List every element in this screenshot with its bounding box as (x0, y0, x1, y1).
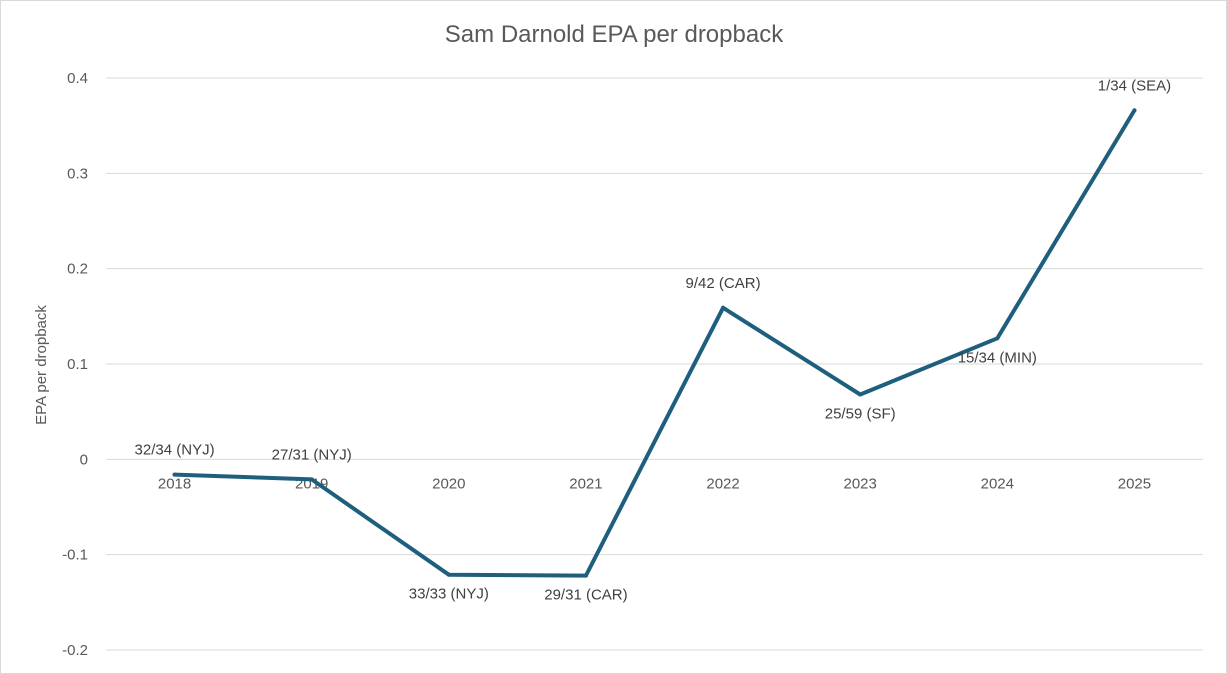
x-tick-label: 2023 (844, 475, 877, 492)
data-point (446, 572, 451, 577)
y-tick-label: 0 (80, 451, 88, 468)
data-label: 32/34 (NYJ) (135, 442, 215, 459)
data-point (721, 305, 726, 310)
y-tick-label: -0.2 (62, 642, 88, 659)
data-point (309, 477, 314, 482)
data-label: 29/31 (CAR) (544, 587, 627, 604)
x-tick-label: 2018 (158, 475, 191, 492)
y-axis-title: EPA per dropback (33, 305, 50, 425)
data-point (172, 472, 177, 477)
chart-title: Sam Darnold EPA per dropback (445, 21, 784, 48)
y-tick-label: 0.1 (67, 356, 88, 373)
gridlines (106, 77, 1203, 651)
data-labels: 32/34 (NYJ) 27/31 (NYJ) 33/33 (NYJ) 29/31 (… (135, 77, 1172, 603)
data-point (583, 573, 588, 578)
data-label: 15/34 (MIN) (958, 349, 1037, 366)
data-point (995, 336, 1000, 341)
x-tick-label: 2022 (706, 475, 739, 492)
y-tick-label: 0.3 (67, 165, 88, 182)
series-layer (172, 108, 1137, 578)
y-tick-label: 0.2 (67, 261, 88, 278)
x-tick-label: 2021 (569, 475, 602, 492)
x-tick-label: 2025 (1118, 475, 1151, 492)
data-label: 1/34 (SEA) (1098, 77, 1171, 94)
data-label: 9/42 (CAR) (686, 275, 761, 292)
y-tick-label: -0.1 (62, 547, 88, 564)
data-point (1132, 108, 1137, 113)
series-line (172, 108, 1137, 578)
data-point (858, 392, 863, 397)
x-tick-label: 2024 (981, 475, 1014, 492)
x-tick-label: 2020 (432, 475, 465, 492)
data-label: 25/59 (SF) (825, 406, 896, 423)
data-label: 33/33 (NYJ) (409, 586, 489, 603)
data-label: 27/31 (NYJ) (272, 446, 352, 463)
y-tick-label: 0.4 (67, 70, 88, 87)
y-axis-tick-labels: -0.2 -0.1 0 0.1 0.2 0.3 0.4 (62, 70, 88, 659)
